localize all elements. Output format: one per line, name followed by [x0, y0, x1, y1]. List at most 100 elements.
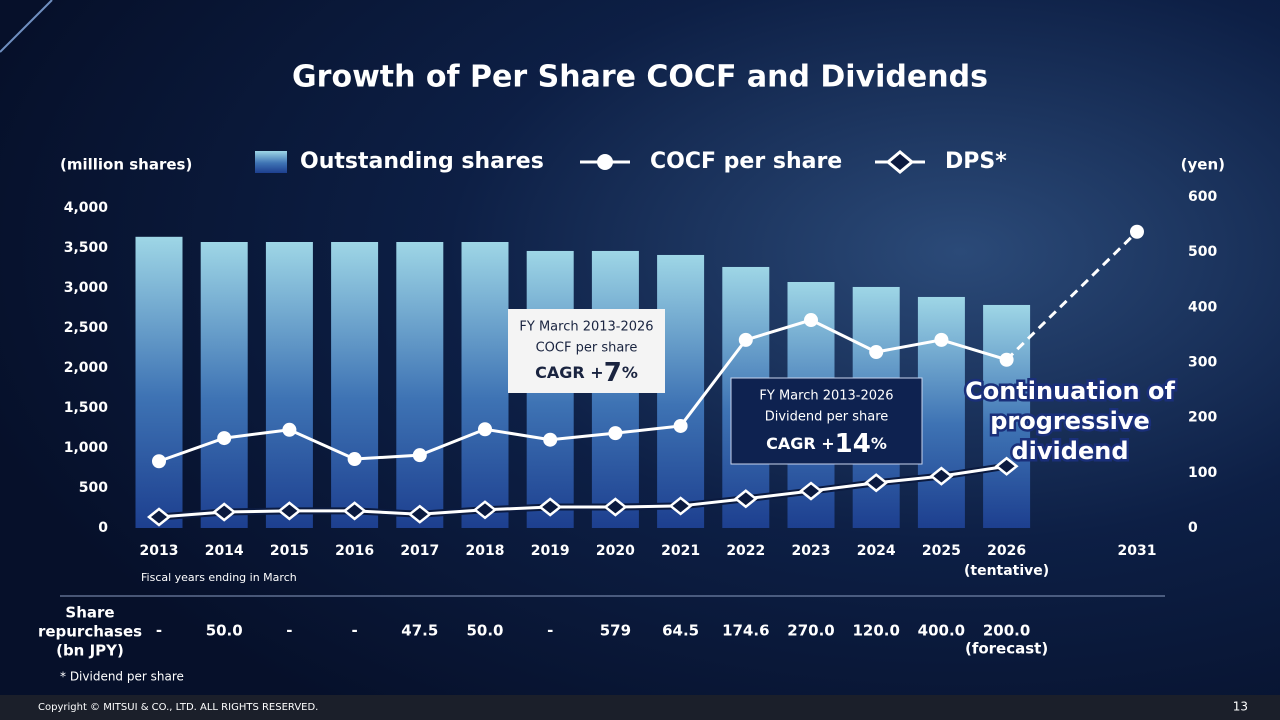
table-cell: 47.5	[401, 622, 438, 640]
marker	[934, 332, 949, 347]
table-row-label: repurchases	[38, 623, 142, 641]
x-tick-label: 2031	[1118, 543, 1157, 559]
x-tick-label: 2016	[335, 543, 374, 559]
marker	[668, 496, 693, 516]
legend-swatch	[597, 154, 613, 170]
y-tick-label: 2,500	[64, 320, 109, 336]
x-tick-label: 2021	[661, 543, 700, 559]
x-tick-label: 2018	[466, 543, 505, 559]
marker	[999, 352, 1014, 367]
marker	[538, 497, 563, 517]
table-row-label: (bn JPY)	[56, 642, 124, 660]
bar	[461, 242, 509, 528]
annotation-box	[508, 309, 665, 393]
y-tick-label: 2,000	[64, 360, 109, 376]
annotation-text: FY March 2013-2026	[519, 320, 653, 335]
marker	[342, 501, 367, 521]
y2-tick-label: 100	[1188, 465, 1217, 481]
marker	[282, 422, 297, 437]
table-cell: -	[286, 622, 292, 640]
x-tick-label: 2026	[987, 543, 1026, 559]
marker	[212, 502, 237, 522]
footer	[0, 695, 1280, 720]
marker	[472, 500, 498, 520]
table-cell: 174.6	[722, 622, 769, 640]
annotation-text: COCF per share	[536, 341, 638, 356]
table-cell: 200.0	[983, 622, 1030, 640]
legend-label: Outstanding shares	[300, 149, 544, 174]
y2-tick-label: 200	[1188, 410, 1217, 426]
annotation-callout: dividend	[1012, 437, 1129, 465]
cagr-part: %	[622, 363, 638, 382]
table-cell: 270.0	[787, 622, 834, 640]
legend-label: COCF per share	[650, 149, 842, 174]
chart-title: Growth of Per Share COCF and Dividends	[292, 60, 988, 95]
y-tick-label: 1,500	[64, 400, 109, 416]
table-cell: 50.0	[206, 622, 243, 640]
marker	[929, 466, 954, 486]
table-cell: 64.5	[662, 622, 699, 640]
marker	[673, 418, 688, 433]
x-tick-label: 2020	[596, 543, 635, 559]
cagr-part: %	[871, 434, 887, 453]
bar	[983, 304, 1031, 528]
x-axis-title: Fiscal years ending in March	[141, 571, 297, 584]
x-tick-label: 2014	[205, 543, 244, 559]
bar	[917, 296, 965, 528]
decoration	[0, 0, 53, 53]
y-tick-label: 0	[98, 520, 108, 536]
x-tick-label: 2023	[792, 543, 831, 559]
legend-label: DPS*	[945, 149, 1007, 174]
annotation-text: Dividend per share	[765, 410, 889, 425]
table-cell: -	[156, 622, 162, 640]
table-note: (forecast)	[965, 640, 1048, 658]
marker	[543, 432, 558, 447]
marker	[603, 497, 628, 517]
marker	[1130, 224, 1144, 239]
bar	[200, 242, 248, 528]
table-cell: 579	[600, 622, 631, 640]
y2-tick-label: 400	[1188, 299, 1217, 315]
marker	[864, 473, 889, 493]
annotation-callout: progressive	[990, 407, 1150, 435]
cagr-part: 14	[835, 429, 871, 459]
legend-swatch	[255, 151, 287, 173]
x-tick-note: (tentative)	[964, 563, 1049, 579]
x-tick-label: 2013	[140, 543, 179, 559]
marker	[738, 332, 753, 347]
annotation-callout: Continuation of	[965, 377, 1175, 405]
table-cell: -	[351, 622, 357, 640]
footnote: * Dividend per share	[60, 670, 184, 684]
x-tick-label: 2022	[726, 543, 765, 559]
marker	[478, 422, 492, 437]
marker	[608, 426, 623, 441]
marker	[146, 507, 172, 527]
table-row-label: Share	[65, 604, 114, 622]
y-tick-label: 500	[79, 480, 108, 496]
marker	[412, 448, 427, 463]
y2-tick-label: 600	[1188, 189, 1217, 205]
x-tick-label: 2017	[400, 543, 439, 559]
y-tick-label: 3,000	[64, 280, 109, 296]
cagr-part: CAGR +	[535, 363, 604, 382]
marker	[277, 501, 302, 521]
y-tick-label: 1,000	[64, 440, 109, 456]
x-tick-label: 2025	[922, 543, 961, 559]
cagr-part: 7	[604, 358, 622, 388]
marker	[994, 456, 1019, 476]
marker	[869, 345, 884, 360]
page-number: 13	[1233, 700, 1248, 714]
table-cell: 120.0	[852, 622, 899, 640]
y2-tick-label: 0	[1188, 520, 1198, 536]
table-cell: 50.0	[466, 622, 503, 640]
marker	[798, 481, 824, 501]
y2-tick-label: 300	[1188, 355, 1217, 371]
projection-line	[1005, 230, 1139, 361]
y-tick-label: 4,000	[64, 200, 109, 216]
annotation-box	[730, 377, 923, 465]
marker	[347, 452, 362, 467]
legend-swatch	[885, 150, 915, 174]
marker	[804, 313, 818, 328]
marker	[733, 489, 758, 509]
annotation-text: FY March 2013-2026	[759, 389, 893, 404]
